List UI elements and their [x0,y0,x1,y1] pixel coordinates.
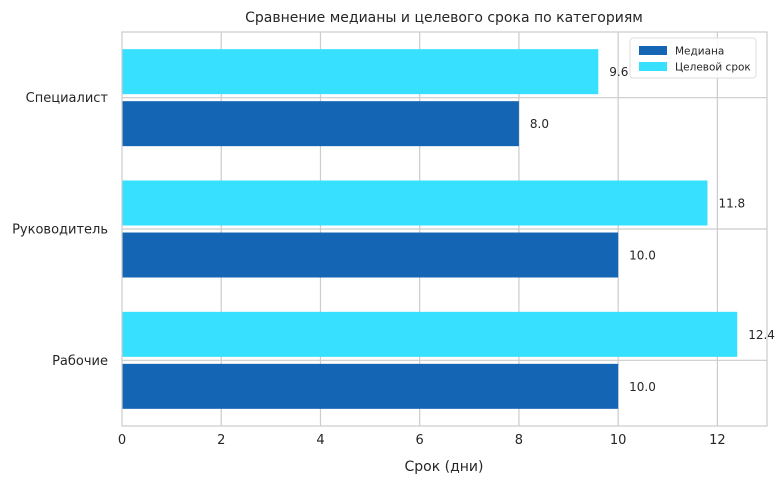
bars [122,49,738,409]
data-labels: 10.0 10.0 8.0 12.4 11.8 9.6 [530,65,775,394]
legend-swatch [639,46,667,55]
bar [122,180,708,226]
bar-value-label: 10.0 [629,249,656,263]
x-tick-label: 10 [610,433,627,448]
bar-value-label: 11.8 [718,197,745,211]
chart-title: Сравнение медианы и целевого срока по ка… [245,10,643,26]
y-category-label: Руководитель [12,223,108,238]
x-tick-label: 0 [118,433,126,448]
x-axis-label: Срок (дни) [405,459,484,475]
bar [122,101,519,147]
grid [122,32,767,426]
bar [122,311,738,357]
x-tick-label: 8 [515,433,523,448]
bar-value-label: 9.6 [609,65,628,79]
bar-value-label: 12.4 [748,328,775,342]
legend-swatch [639,62,667,71]
x-tick-label: 6 [416,433,424,448]
legend-entry: Целевой срок [675,62,751,74]
bar-value-label: 8.0 [530,117,549,131]
x-tick-label: 4 [316,433,324,448]
plot-frame [121,31,768,427]
bar [122,49,599,95]
x-tick-label: 2 [217,433,225,448]
y-category-label: Специалист [26,91,109,106]
x-ticks: 0 2 4 6 8 10 12 [118,433,726,448]
bar [122,232,619,278]
y-categories: Рабочие Руководитель Специалист [12,91,108,369]
legend-entry: Медиана [675,46,724,58]
plot-border [121,31,768,427]
bar-value-label: 10.0 [629,380,656,394]
bar [122,363,619,409]
y-category-label: Рабочие [52,354,108,369]
legend: Медиана Целевой срок [629,37,757,79]
x-tick-label: 12 [709,433,726,448]
